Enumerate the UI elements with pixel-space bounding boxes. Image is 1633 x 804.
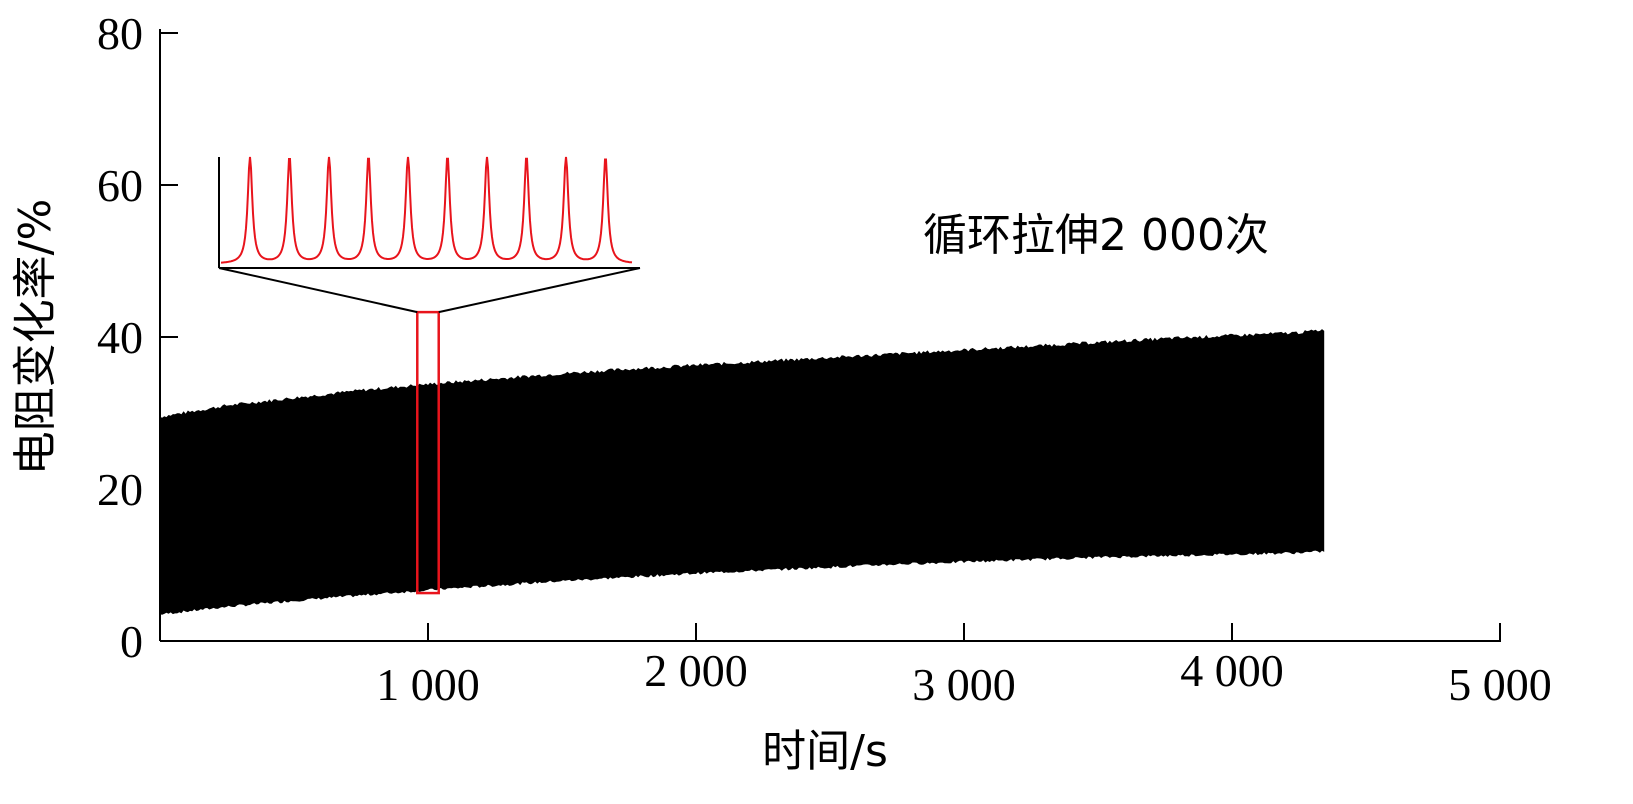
y-tick-label: 20 [97, 464, 143, 515]
signal-band [160, 329, 1324, 615]
x-tick-label: 5 000 [1448, 659, 1552, 710]
y-tick-label: 60 [97, 160, 143, 211]
x-tick-label: 2 000 [644, 645, 748, 696]
x-tick-label: 3 000 [912, 659, 1016, 710]
inset-signal-line [221, 157, 632, 263]
x-tick-label: 4 000 [1180, 645, 1284, 696]
y-axis-title: 电阻变化率/% [10, 199, 61, 476]
signal-envelope-layer [160, 329, 1324, 615]
cycle-annotation: 循环拉伸2 000次 [923, 210, 1269, 261]
zoom-connector-left [219, 268, 417, 312]
x-axis-title: 时间/s [762, 726, 888, 777]
y-tick-label: 40 [97, 312, 143, 363]
zoom-connector-right [439, 268, 640, 312]
x-tick-label: 1 000 [376, 659, 480, 710]
y-tick-label: 0 [120, 616, 143, 667]
y-tick-label: 80 [97, 8, 143, 59]
